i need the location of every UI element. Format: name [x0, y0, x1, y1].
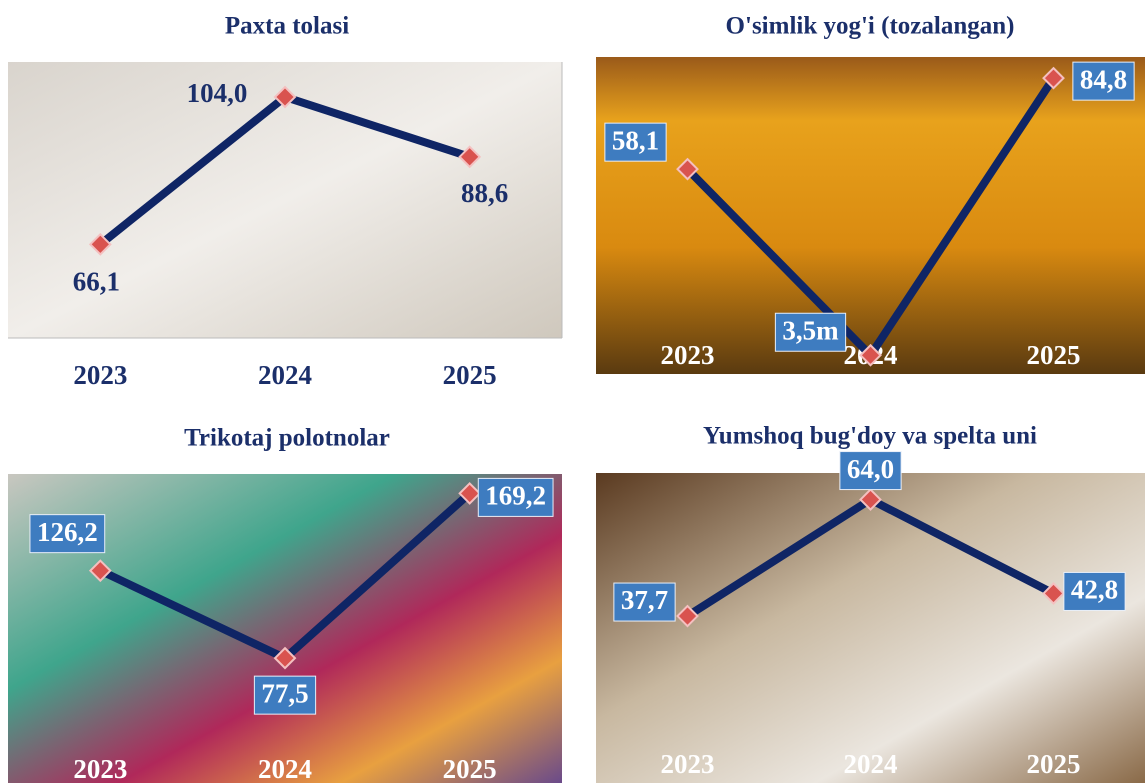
marker — [88, 232, 112, 256]
plot-background — [596, 473, 1145, 783]
value-label: 84,8 — [1080, 64, 1127, 94]
x-tick-label: 2023 — [661, 749, 715, 779]
value-label: 77,5 — [261, 678, 308, 708]
x-tick-label: 2024 — [258, 754, 312, 783]
value-label: 58,1 — [612, 125, 659, 155]
marker — [676, 157, 699, 181]
value-label: 126,2 — [37, 517, 98, 547]
plot-background — [596, 57, 1145, 374]
marker — [88, 559, 112, 583]
marker — [859, 343, 882, 367]
chart-panel: Yumshoq bug'doy va spelta uni 2023 2024 202… — [596, 423, 1145, 783]
value-label-box — [774, 312, 847, 352]
value-label-box — [613, 582, 676, 622]
x-tick-label: 2025 — [443, 754, 497, 783]
value-label: 88,6 — [461, 178, 508, 208]
value-label-box — [29, 514, 106, 554]
marker — [1042, 66, 1065, 90]
value-label: 104,0 — [187, 78, 248, 108]
marker — [273, 646, 297, 670]
value-label-box — [1063, 571, 1126, 611]
chart-title: Paxta tolasi — [225, 13, 349, 40]
x-tick-label: 2024 — [844, 749, 898, 779]
chart-panel: Trikotaj polotnolar 2023 2024 2025 126,2 77,5… — [8, 425, 562, 783]
value-label-box — [839, 451, 902, 491]
chart-panel: Paxta tolasi 2023 2024 2025 66,1 104,0 88,6 — [8, 13, 563, 390]
x-tick-label: 2023 — [661, 340, 715, 370]
x-tick-label: 2023 — [73, 754, 127, 783]
marker — [1042, 582, 1065, 605]
x-tick-label: 2025 — [1027, 340, 1081, 370]
value-label-box — [1072, 61, 1135, 101]
value-label: 42,8 — [1071, 575, 1118, 605]
x-tick-label: 2025 — [1027, 749, 1081, 779]
chart-title: Trikotaj polotnolar — [184, 425, 390, 452]
value-label-box — [477, 477, 554, 517]
x-tick-label: 2023 — [73, 360, 127, 390]
marker — [273, 85, 297, 109]
chart-title: O'simlik yog'i (tozalangan) — [726, 13, 1015, 40]
marker — [859, 488, 882, 511]
marker — [458, 145, 482, 169]
value-label-box — [604, 122, 667, 162]
value-label: 66,1 — [73, 267, 120, 297]
value-label: 3,5m — [782, 315, 839, 345]
value-label: 169,2 — [485, 481, 546, 511]
value-label-box — [253, 675, 317, 715]
value-label: 64,0 — [847, 454, 894, 484]
marker — [458, 481, 482, 505]
x-tick-label: 2025 — [443, 360, 497, 390]
marker — [676, 604, 699, 628]
chart-panel: O'simlik yog'i (tozalangan)2023202420255… — [596, 13, 1145, 374]
x-tick-label: 2024 — [258, 360, 312, 390]
chart-title: Yumshoq bug'doy va spelta uni — [703, 423, 1037, 450]
value-label: 37,7 — [621, 585, 668, 615]
